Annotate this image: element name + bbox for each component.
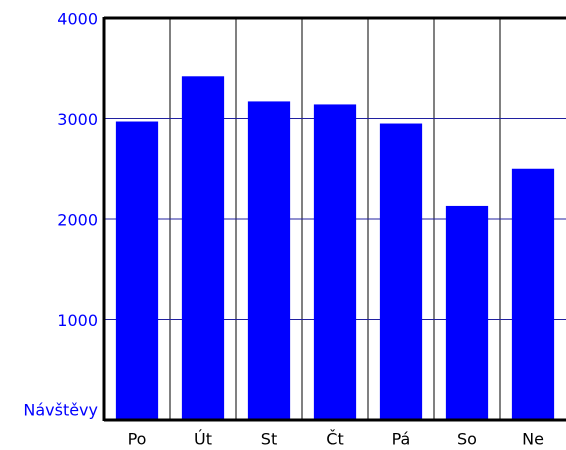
y-axis-label: Návštěvy xyxy=(23,401,98,420)
x-tick-label: Ne xyxy=(522,430,544,449)
bar xyxy=(511,168,555,420)
y-tick-label: 2000 xyxy=(57,211,98,230)
bar xyxy=(313,104,357,421)
bar xyxy=(181,76,225,420)
y-tick-label: 4000 xyxy=(57,10,98,29)
x-tick-label: Čt xyxy=(326,430,343,449)
bar xyxy=(115,121,159,420)
x-tick-label: Út xyxy=(194,430,212,449)
bar xyxy=(247,101,291,420)
x-tick-label: Po xyxy=(128,430,147,449)
x-tick-label: St xyxy=(261,430,277,449)
x-tick-label: Pá xyxy=(392,430,411,449)
x-tick-label: So xyxy=(457,430,477,449)
bar xyxy=(445,205,489,420)
bar xyxy=(379,123,423,421)
y-tick-label: 1000 xyxy=(57,311,98,330)
y-tick-label: 3000 xyxy=(57,110,98,129)
